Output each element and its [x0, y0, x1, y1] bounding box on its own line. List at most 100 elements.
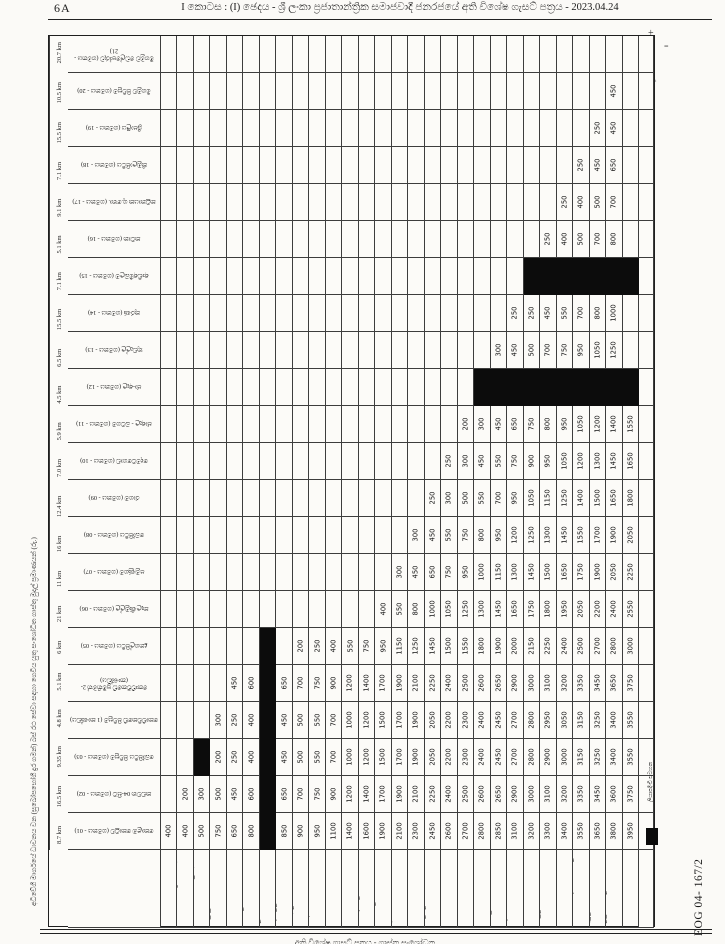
- fare-cell: [342, 332, 359, 369]
- fare-cell: 650: [606, 147, 623, 184]
- fare-cell: 1200: [589, 406, 607, 443]
- fare-cell: [177, 369, 194, 406]
- fare-cell: [325, 480, 343, 517]
- fare-cell: 2650: [490, 665, 508, 702]
- fare-cell: [540, 36, 557, 73]
- fare-cell: 550: [556, 295, 574, 332]
- km-distance-strip: 8.7 km 16.5 km 9.35 km 4.8 km 5.1 km 6 km 21 k…: [49, 36, 68, 850]
- fare-cell: [375, 184, 392, 221]
- fare-cell: 3200: [556, 665, 574, 702]
- fare-cell: [622, 221, 639, 258]
- fare-cell: [243, 517, 260, 554]
- station-row-label: බෝපිටිය (ගමනය - 08): [68, 517, 161, 554]
- station-row-label: කොච්චිකඩේ පිවිසුම (1 කාණ්ඩය): [68, 702, 161, 739]
- fare-cell: [441, 147, 458, 184]
- fare-cell: [210, 369, 227, 406]
- fare-cell: [424, 184, 442, 221]
- fare-cell: [540, 184, 557, 221]
- fare-cell: [210, 147, 227, 184]
- row-end-gap: [639, 332, 654, 369]
- fare-cell: [309, 295, 326, 332]
- fare-cell-blocked: [259, 776, 277, 813]
- fare-cell: [309, 369, 326, 406]
- fare-cell: 3100: [540, 665, 557, 702]
- fare-cell: 1250: [523, 517, 541, 554]
- fare-cell: 300: [193, 776, 211, 813]
- fare-cell: [358, 517, 376, 554]
- fare-cell: [342, 554, 359, 591]
- fare-cell: [342, 406, 359, 443]
- column-station-label: ජා-ඇල: [292, 850, 310, 928]
- fare-cell: 1400: [606, 406, 623, 443]
- fare-cell: [375, 295, 392, 332]
- fare-cell: 450: [606, 73, 623, 110]
- fare-cell: [309, 36, 326, 73]
- fare-cell: 2050: [573, 591, 590, 628]
- fare-cell: 1050: [441, 591, 458, 628]
- fare-cell: [161, 554, 178, 591]
- fare-cell: [457, 221, 475, 258]
- fare-cell: [358, 36, 376, 73]
- fare-cell: [408, 258, 425, 295]
- station-row-label: කටාන (ගමනය - 16): [68, 221, 161, 258]
- fare-cell: 3400: [606, 702, 623, 739]
- fare-cell: [408, 110, 425, 147]
- fare-cell: 1800: [540, 591, 557, 628]
- column-station-label: දුනගල්පිටිය: [243, 850, 260, 928]
- fare-cell: [292, 517, 310, 554]
- fare-cell: [259, 258, 277, 295]
- fare-cell: 450: [226, 776, 244, 813]
- fare-cell: 3650: [589, 813, 607, 850]
- km-distance-label: 15.5 km: [55, 122, 63, 144]
- fare-cell: [243, 480, 260, 517]
- fare-cell: [325, 517, 343, 554]
- fare-cell: 3750: [622, 665, 639, 702]
- fare-cell: 500: [292, 702, 310, 739]
- row-end-gap: [639, 73, 654, 110]
- fare-cell: [276, 295, 293, 332]
- fare-cell: [342, 221, 359, 258]
- km-distance-label: 7.1 km: [55, 272, 63, 291]
- fare-cell: [292, 110, 310, 147]
- fare-cell: [325, 295, 343, 332]
- fare-cell-blocked: [589, 369, 607, 406]
- fare-cell: 1700: [391, 702, 409, 739]
- fare-cell: 1750: [573, 554, 590, 591]
- fare-cell: 450: [424, 517, 442, 554]
- fare-cell: 1450: [424, 628, 442, 665]
- fare-cell: [177, 258, 194, 295]
- fare-cell: [507, 258, 524, 295]
- fare-cell: [309, 258, 326, 295]
- station-row-label: ආඬිඅම්බලම (ගමනය - 15): [68, 258, 161, 295]
- fare-cell: [210, 258, 227, 295]
- fare-cell-blocked: [622, 369, 639, 406]
- fare-cell: 3000: [622, 628, 639, 665]
- fare-cell-blocked: [606, 258, 623, 295]
- fare-cell: 1400: [342, 813, 359, 850]
- fare-cell: [226, 443, 244, 480]
- fare-cell: 250: [556, 184, 574, 221]
- fare-cell: 1500: [589, 480, 607, 517]
- station-row-label: කුරණ (ගමනය - 14): [68, 295, 161, 332]
- fare-cell: [226, 332, 244, 369]
- fare-cell: [276, 221, 293, 258]
- column-station-label: කඳාන: [309, 850, 326, 928]
- fare-cell: [408, 221, 425, 258]
- fare-cell-blocked: [259, 813, 277, 850]
- fare-cell: 2250: [540, 628, 557, 665]
- fare-cell: [474, 36, 491, 73]
- column-station-label: දිවුලපිටිය: [589, 850, 607, 928]
- fare-cell: [358, 73, 376, 110]
- fare-cell: [325, 36, 343, 73]
- fare-cell: 450: [540, 295, 557, 332]
- fare-cell: 1150: [391, 628, 409, 665]
- row-end-gap: [639, 110, 654, 147]
- fare-cell: 1900: [589, 554, 607, 591]
- fare-cell: [161, 702, 178, 739]
- fare-cell: 550: [342, 628, 359, 665]
- fare-cell: [457, 184, 475, 221]
- fare-cell: [243, 110, 260, 147]
- fare-cell: [490, 110, 508, 147]
- fare-cell: [375, 406, 392, 443]
- fare-cell: 200: [210, 739, 227, 776]
